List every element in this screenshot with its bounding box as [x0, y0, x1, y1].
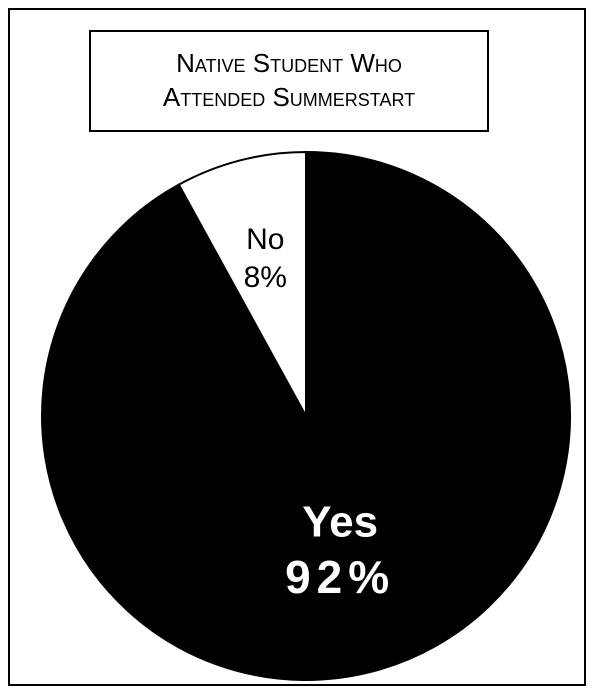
pie-labels: Yes 92% No 8% — [244, 223, 395, 603]
chart-title-line-2: Attended Summerstart — [162, 82, 416, 112]
chart-title-line-1: Native Student Who — [176, 48, 402, 79]
pie-label-yes-percent: 92% — [285, 551, 395, 603]
pie-slice-yes — [41, 150, 571, 681]
pie-label-yes-name: Yes — [302, 497, 378, 546]
chart-title-box: Native Student Who Attended Summerstart — [89, 30, 489, 132]
pie-slice-no — [177, 150, 307, 417]
pie-slices — [41, 150, 571, 681]
pie-label-no-percent: 8% — [244, 261, 287, 294]
pie-label-no-name: No — [246, 223, 284, 256]
